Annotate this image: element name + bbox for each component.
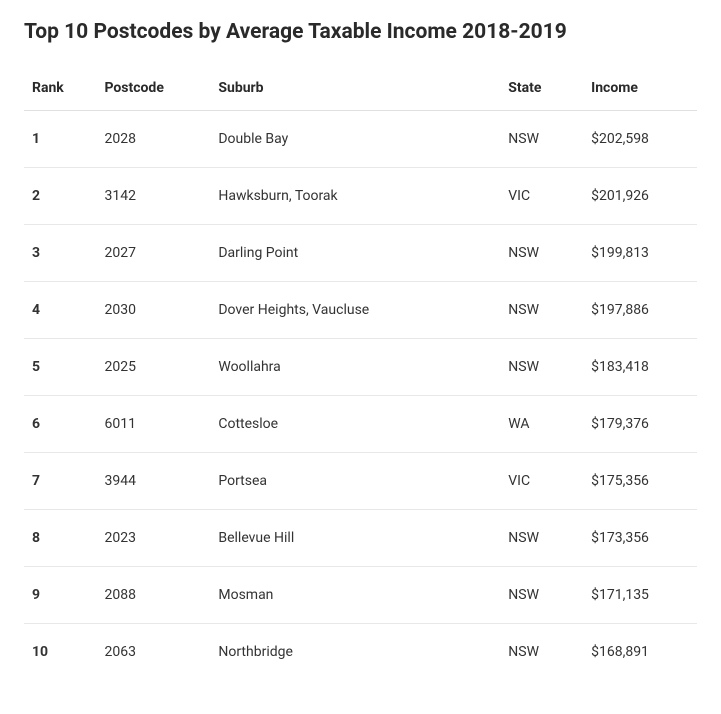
cell-state: NSW (500, 339, 583, 396)
cell-state: NSW (500, 567, 583, 624)
cell-income: $201,926 (583, 168, 697, 225)
table-row: 10 2063 Northbridge NSW $168,891 (24, 624, 697, 681)
cell-postcode: 6011 (96, 396, 210, 453)
cell-income: $173,356 (583, 510, 697, 567)
page-title: Top 10 Postcodes by Average Taxable Inco… (24, 20, 697, 44)
table-row: 3 2027 Darling Point NSW $199,813 (24, 225, 697, 282)
cell-income: $175,356 (583, 453, 697, 510)
cell-suburb: Mosman (210, 567, 500, 624)
header-suburb: Suburb (210, 68, 500, 111)
cell-state: VIC (500, 168, 583, 225)
table-row: 1 2028 Double Bay NSW $202,598 (24, 111, 697, 168)
table-row: 2 3142 Hawksburn, Toorak VIC $201,926 (24, 168, 697, 225)
cell-income: $179,376 (583, 396, 697, 453)
cell-state: NSW (500, 225, 583, 282)
cell-state: VIC (500, 453, 583, 510)
cell-postcode: 2028 (96, 111, 210, 168)
cell-rank: 5 (24, 339, 96, 396)
header-postcode: Postcode (96, 68, 210, 111)
cell-income: $197,886 (583, 282, 697, 339)
cell-income: $168,891 (583, 624, 697, 681)
cell-state: NSW (500, 282, 583, 339)
table-header-row: Rank Postcode Suburb State Income (24, 68, 697, 111)
cell-rank: 1 (24, 111, 96, 168)
cell-rank: 3 (24, 225, 96, 282)
table-row: 6 6011 Cottesloe WA $179,376 (24, 396, 697, 453)
cell-income: $199,813 (583, 225, 697, 282)
cell-postcode: 2088 (96, 567, 210, 624)
income-table: Rank Postcode Suburb State Income 1 2028… (24, 68, 697, 680)
cell-rank: 4 (24, 282, 96, 339)
cell-state: WA (500, 396, 583, 453)
cell-rank: 8 (24, 510, 96, 567)
cell-state: NSW (500, 624, 583, 681)
cell-rank: 2 (24, 168, 96, 225)
table-row: 9 2088 Mosman NSW $171,135 (24, 567, 697, 624)
cell-state: NSW (500, 111, 583, 168)
cell-income: $171,135 (583, 567, 697, 624)
table-row: 5 2025 Woollahra NSW $183,418 (24, 339, 697, 396)
cell-postcode: 2027 (96, 225, 210, 282)
table-row: 7 3944 Portsea VIC $175,356 (24, 453, 697, 510)
header-rank: Rank (24, 68, 96, 111)
cell-suburb: Darling Point (210, 225, 500, 282)
cell-postcode: 2030 (96, 282, 210, 339)
cell-state: NSW (500, 510, 583, 567)
cell-postcode: 2025 (96, 339, 210, 396)
cell-rank: 7 (24, 453, 96, 510)
header-income: Income (583, 68, 697, 111)
cell-postcode: 3142 (96, 168, 210, 225)
cell-suburb: Dover Heights, Vaucluse (210, 282, 500, 339)
cell-postcode: 3944 (96, 453, 210, 510)
cell-postcode: 2023 (96, 510, 210, 567)
cell-income: $202,598 (583, 111, 697, 168)
header-state: State (500, 68, 583, 111)
table-body: 1 2028 Double Bay NSW $202,598 2 3142 Ha… (24, 111, 697, 681)
cell-suburb: Woollahra (210, 339, 500, 396)
cell-suburb: Hawksburn, Toorak (210, 168, 500, 225)
cell-rank: 10 (24, 624, 96, 681)
table-row: 4 2030 Dover Heights, Vaucluse NSW $197,… (24, 282, 697, 339)
cell-suburb: Northbridge (210, 624, 500, 681)
cell-rank: 6 (24, 396, 96, 453)
cell-rank: 9 (24, 567, 96, 624)
cell-suburb: Cottesloe (210, 396, 500, 453)
cell-income: $183,418 (583, 339, 697, 396)
cell-suburb: Bellevue Hill (210, 510, 500, 567)
cell-suburb: Portsea (210, 453, 500, 510)
table-row: 8 2023 Bellevue Hill NSW $173,356 (24, 510, 697, 567)
cell-postcode: 2063 (96, 624, 210, 681)
cell-suburb: Double Bay (210, 111, 500, 168)
